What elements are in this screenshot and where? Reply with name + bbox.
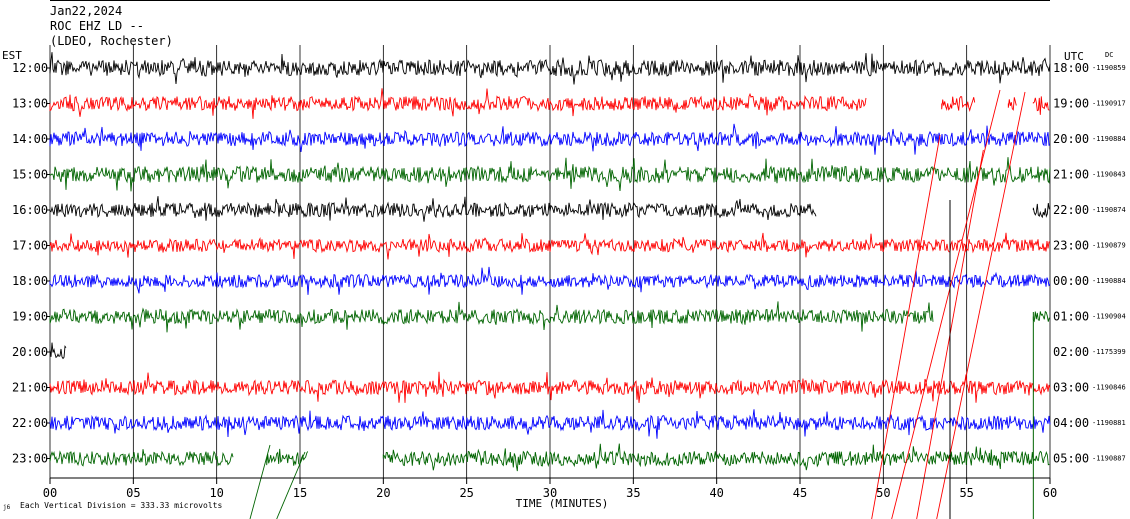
dc-row-value: -1190879 bbox=[1092, 242, 1126, 250]
traces bbox=[49, 52, 1051, 519]
x-tick-label: 35 bbox=[626, 486, 640, 500]
dc-row-value: -1190917 bbox=[1092, 100, 1126, 108]
x-tick-label: 25 bbox=[459, 486, 473, 500]
dc-row-value: -1175399 bbox=[1092, 348, 1126, 356]
dc-row-value: -1190884 bbox=[1092, 277, 1126, 285]
dropout-line bbox=[249, 444, 271, 519]
trace-1500 bbox=[49, 157, 1051, 192]
trace-2300 bbox=[382, 443, 1050, 472]
network-label: (LDEO, Rochester) bbox=[50, 34, 173, 48]
x-tick-label: 20 bbox=[376, 486, 390, 500]
scale-note: Each Vertical Division = 333.33 microvol… bbox=[20, 501, 222, 510]
date-label: Jan22,2024 bbox=[50, 4, 123, 18]
trace-1300 bbox=[941, 96, 976, 113]
trace-2100 bbox=[49, 371, 1051, 403]
dropout-line bbox=[891, 89, 1001, 519]
dc-row-value: -1190874 bbox=[1092, 206, 1126, 214]
est-label: EST bbox=[2, 49, 22, 62]
utc-row-label: 20:00 bbox=[1053, 132, 1089, 146]
trace-2300 bbox=[49, 449, 234, 467]
station-label: ROC EHZ LD -- bbox=[50, 19, 144, 33]
est-row-label: 21:00 bbox=[12, 381, 48, 395]
trace-1800 bbox=[49, 266, 1051, 295]
trace-1900 bbox=[1032, 310, 1050, 323]
trace-1300 bbox=[1007, 97, 1017, 111]
x-tick-label: 45 bbox=[793, 486, 807, 500]
x-tick-label: 40 bbox=[709, 486, 723, 500]
est-row-label: 23:00 bbox=[12, 452, 48, 466]
x-tick-label: 10 bbox=[209, 486, 223, 500]
scale-note-marker: j6 bbox=[3, 504, 11, 511]
x-tick-label: 60 bbox=[1043, 486, 1057, 500]
est-row-label: 12:00 bbox=[12, 61, 48, 75]
est-row-label: 14:00 bbox=[12, 132, 48, 146]
est-row-label: 22:00 bbox=[12, 416, 48, 430]
x-tick-label: 00 bbox=[43, 486, 57, 500]
est-row-label: 16:00 bbox=[12, 203, 48, 217]
x-tick-label: 55 bbox=[959, 486, 973, 500]
utc-row-label: 05:00 bbox=[1053, 452, 1089, 466]
x-tick-label: 15 bbox=[293, 486, 307, 500]
est-row-label: 17:00 bbox=[12, 239, 48, 253]
trace-1600 bbox=[1032, 203, 1050, 219]
est-row-label: 18:00 bbox=[12, 274, 48, 288]
x-tick-label: 50 bbox=[876, 486, 890, 500]
x-tick-label: 30 bbox=[543, 486, 557, 500]
trace-1200 bbox=[49, 52, 1051, 85]
utc-row-label: 18:00 bbox=[1053, 61, 1089, 75]
trace-2200 bbox=[49, 409, 1051, 439]
utc-row-label: 03:00 bbox=[1053, 381, 1089, 395]
x-tick-label: 05 bbox=[126, 486, 140, 500]
dc-row-value: -1190887 bbox=[1092, 455, 1126, 463]
dc-row-value: -1190884 bbox=[1092, 135, 1126, 143]
utc-row-label: 01:00 bbox=[1053, 310, 1089, 324]
est-row-label: 19:00 bbox=[12, 310, 48, 324]
utc-row-label: 04:00 bbox=[1053, 416, 1089, 430]
trace-1900 bbox=[49, 301, 934, 333]
est-row-label: 20:00 bbox=[12, 345, 48, 359]
trace-1400 bbox=[49, 123, 1051, 155]
est-row-label: 13:00 bbox=[12, 97, 48, 111]
dropout-line bbox=[276, 451, 306, 519]
trace-1700 bbox=[49, 232, 1050, 260]
dropout-line bbox=[871, 134, 941, 519]
dropout-line bbox=[936, 91, 1026, 519]
utc-row-label: 21:00 bbox=[1053, 168, 1089, 182]
trace-2000 bbox=[49, 342, 67, 360]
dc-row-value: -1190843 bbox=[1092, 171, 1126, 179]
grid bbox=[46, 45, 1051, 484]
x-axis-title: TIME (MINUTES) bbox=[516, 497, 609, 510]
dc-row-value: -1190846 bbox=[1092, 384, 1126, 392]
utc-label: UTC bbox=[1064, 50, 1084, 63]
dc-row-value: -1190904 bbox=[1092, 313, 1126, 321]
trace-1300 bbox=[49, 88, 867, 119]
dc-row-value: -1190859 bbox=[1092, 64, 1126, 72]
trace-1300 bbox=[1032, 96, 1050, 115]
trace-1600 bbox=[49, 196, 817, 222]
dc-label: DC bbox=[1105, 51, 1113, 59]
utc-row-label: 22:00 bbox=[1053, 203, 1089, 217]
utc-row-label: 00:00 bbox=[1053, 274, 1089, 288]
est-row-label: 15:00 bbox=[12, 168, 48, 182]
utc-row-label: 02:00 bbox=[1053, 345, 1089, 359]
utc-row-label: 19:00 bbox=[1053, 97, 1089, 111]
utc-row-label: 23:00 bbox=[1053, 239, 1089, 253]
dc-row-value: -1190881 bbox=[1092, 419, 1126, 427]
trace-2300 bbox=[266, 448, 309, 466]
